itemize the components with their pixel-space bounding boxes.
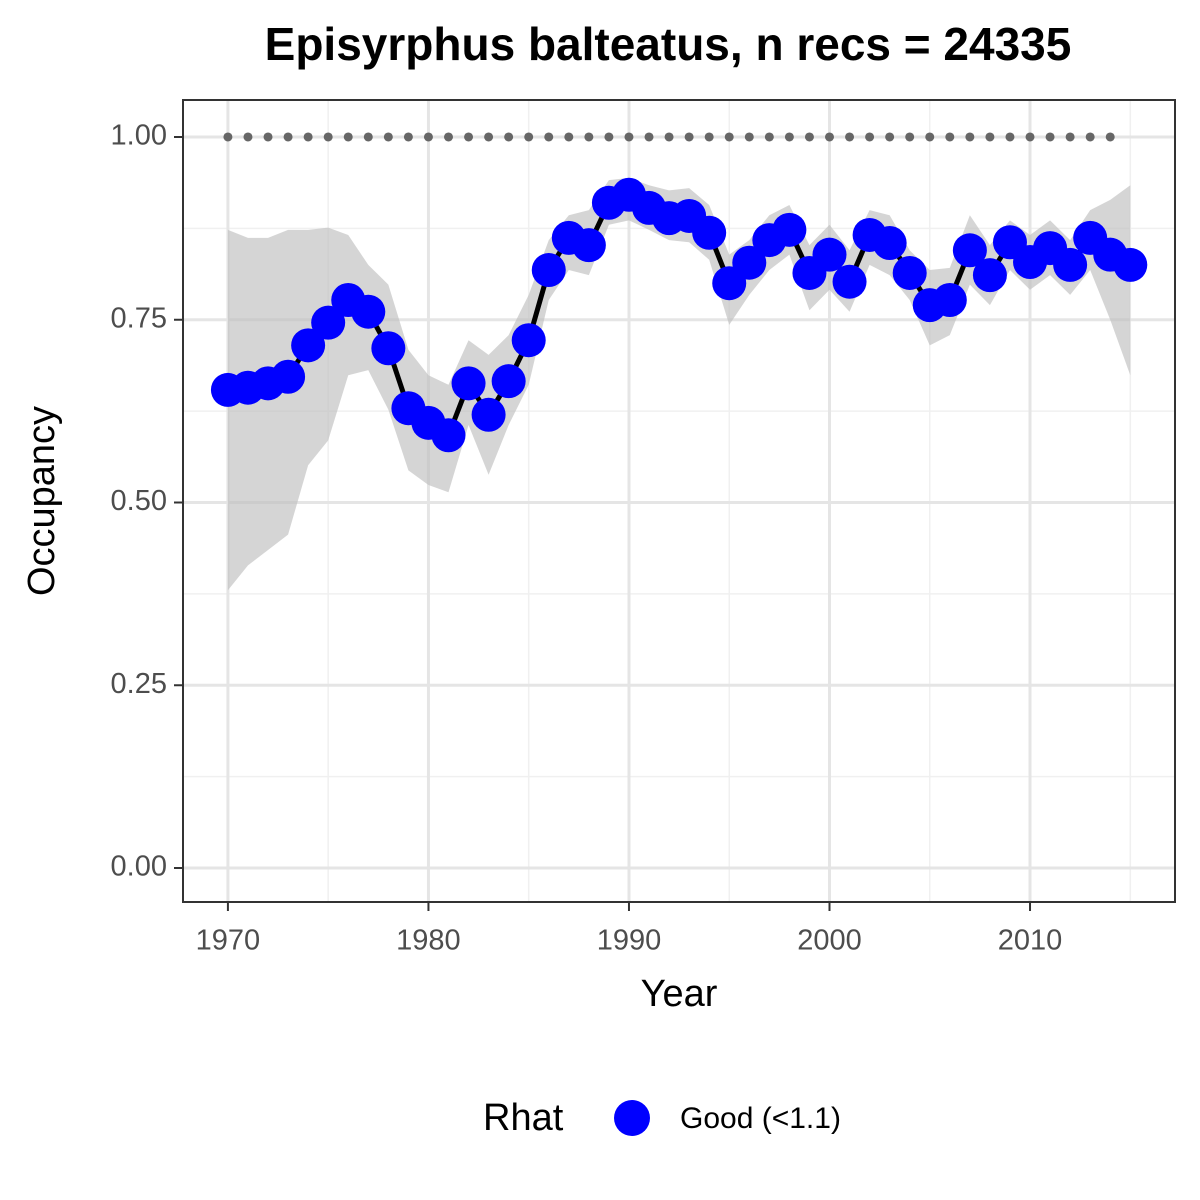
reference-dot: [664, 132, 674, 142]
point: [471, 397, 506, 432]
x-axis-label: Year: [641, 973, 718, 1015]
reference-dot: [544, 132, 554, 142]
reference-dot: [1105, 132, 1115, 142]
reference-dot: [1025, 132, 1035, 142]
reference-dot: [925, 132, 935, 142]
x-tick-label: 2010: [998, 925, 1063, 957]
point: [872, 225, 907, 260]
y-tick-label: 0.50: [111, 485, 167, 517]
reference-dot: [403, 132, 413, 142]
plot-border: [182, 99, 1176, 903]
point: [351, 294, 386, 329]
point: [932, 283, 967, 318]
reference-dot: [824, 132, 834, 142]
reference-dot: [905, 132, 915, 142]
reference-dot: [564, 132, 574, 142]
point: [892, 255, 927, 290]
point: [732, 245, 767, 280]
reference-dot: [604, 132, 614, 142]
reference-dot: [724, 132, 734, 142]
reference-dot: [804, 132, 814, 142]
chart-title: Episyrphus balteatus, n recs = 24335: [265, 18, 1072, 70]
reference-dot: [584, 132, 594, 142]
point: [1053, 247, 1088, 282]
reference-dot: [885, 132, 895, 142]
legend-label: Good (<1.1): [680, 1102, 841, 1135]
reference-dot: [423, 132, 433, 142]
reference-dot: [1085, 132, 1095, 142]
point: [491, 364, 526, 399]
y-tick-label: 0.75: [111, 302, 167, 334]
reference-dot: [684, 132, 694, 142]
reference-dot: [965, 132, 975, 142]
point: [812, 237, 847, 272]
point: [511, 323, 546, 358]
point: [291, 328, 326, 363]
reference-dot: [303, 132, 313, 142]
reference-dot: [744, 132, 754, 142]
point: [531, 253, 566, 288]
reference-dot: [464, 132, 474, 142]
reference-dot: [504, 132, 514, 142]
reference-dot: [644, 132, 654, 142]
reference-dot: [263, 132, 273, 142]
reference-dot: [343, 132, 353, 142]
reference-dot: [624, 132, 634, 142]
point: [311, 305, 346, 340]
point: [1113, 247, 1148, 282]
reference-dot: [704, 132, 714, 142]
reference-dot: [223, 132, 233, 142]
reference-dot: [845, 132, 855, 142]
y-tick-label: 0.25: [111, 668, 167, 700]
reference-dot: [985, 132, 995, 142]
legend-title: Rhat: [483, 1097, 564, 1139]
reference-dot: [323, 132, 333, 142]
reference-dot: [443, 132, 453, 142]
y-axis-label: Occupancy: [21, 406, 63, 596]
reference-dot: [784, 132, 794, 142]
x-tick-label: 1980: [396, 925, 461, 957]
reference-dot: [524, 132, 534, 142]
x-tick-label: 1990: [597, 925, 662, 957]
point: [431, 418, 466, 453]
point: [832, 264, 867, 299]
reference-dot: [945, 132, 955, 142]
point: [952, 233, 987, 268]
legend-marker: [614, 1100, 650, 1136]
y-tick-label: 0.00: [111, 851, 167, 883]
reference-dot: [1065, 132, 1075, 142]
reference-dot: [865, 132, 875, 142]
reference-dot: [243, 132, 253, 142]
reference-dot: [283, 132, 293, 142]
point: [571, 228, 606, 263]
point: [772, 212, 807, 247]
y-tick-label: 1.00: [111, 120, 167, 152]
x-tick-label: 1970: [196, 925, 261, 957]
reference-dot: [363, 132, 373, 142]
point: [271, 359, 306, 394]
reference-dot: [484, 132, 494, 142]
reference-dot: [1005, 132, 1015, 142]
x-tick-label: 2000: [797, 925, 862, 957]
reference-dot: [764, 132, 774, 142]
point: [451, 366, 486, 401]
point: [692, 215, 727, 250]
reference-dot: [383, 132, 393, 142]
point: [972, 258, 1007, 293]
point: [371, 331, 406, 366]
reference-dot: [1045, 132, 1055, 142]
